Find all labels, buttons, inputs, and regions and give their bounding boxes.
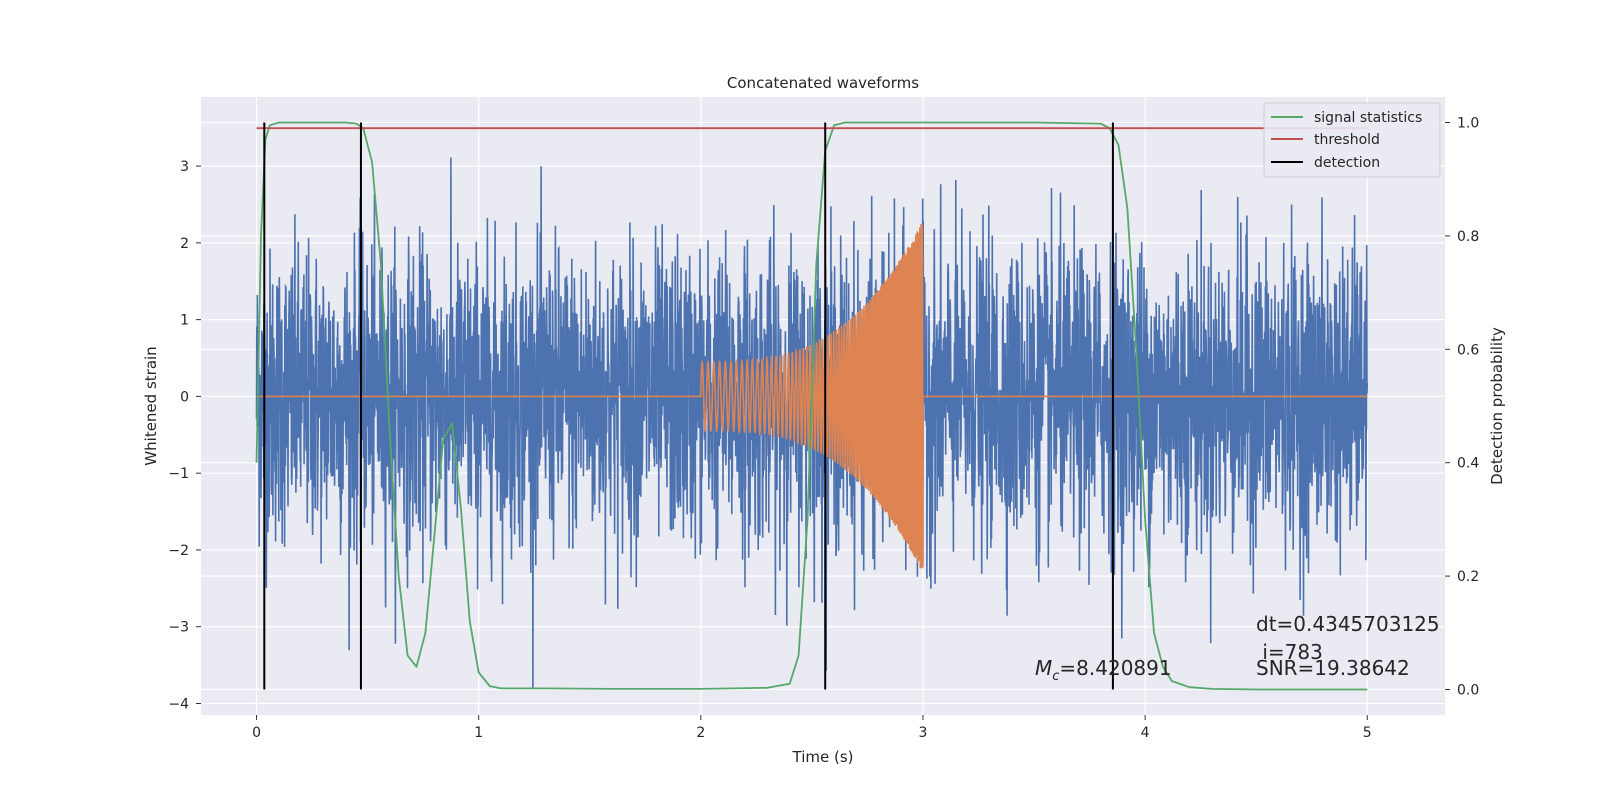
y-tick-label: −2	[168, 543, 189, 559]
annotation-snr: SNR=19.38642	[1256, 656, 1410, 680]
x-tick-label: 2	[696, 725, 705, 741]
y2-tick-label: 0.0	[1457, 682, 1479, 698]
legend-label-threshold: threshold	[1314, 132, 1380, 148]
annotation-i: i=783	[1256, 640, 1323, 664]
legend: signal statistics threshold detection	[1263, 102, 1441, 178]
y-axis-label: Whitened strain	[142, 346, 160, 465]
annotation-mc-subscript: c	[1052, 669, 1059, 684]
annotation-dt: dt=0.4345703125	[1256, 612, 1440, 636]
legend-frame	[1263, 102, 1441, 178]
annotation-mc-value: =8.420891	[1059, 656, 1171, 680]
y-tick-label: 0	[180, 389, 189, 405]
series-layer	[255, 121, 1369, 691]
x-axis-label: Time (s)	[792, 748, 854, 766]
y-tick-label: 2	[180, 236, 189, 252]
legend-label-signal-statistics: signal statistics	[1314, 110, 1422, 126]
y-tick-label: −1	[168, 466, 189, 482]
y2-tick-label: 0.8	[1457, 229, 1479, 245]
y-tick-label: 1	[180, 313, 189, 329]
y2-tick-label: 0.4	[1457, 456, 1479, 472]
y-tick-label: 3	[180, 159, 189, 175]
y-tick-label: −4	[168, 696, 189, 712]
x-tick-label: 0	[252, 725, 261, 741]
chirp-series	[256, 223, 1368, 569]
y2-tick-label: 0.2	[1457, 569, 1479, 585]
ticks: 0 1 2 3 4 5 −4 −3 −2 −1 0 1 2 3 0.0 0.2 0.4 0.6 0.8 1.0	[168, 116, 1479, 741]
annotation-mc-symbol: M	[1035, 656, 1052, 680]
chart-title: Concatenated waveforms	[727, 74, 919, 92]
x-tick-label: 5	[1363, 725, 1372, 741]
y2-axis-label: Detection probability	[1488, 327, 1506, 485]
signal-statistics-line	[255, 121, 1368, 691]
x-tick-label: 1	[474, 725, 483, 741]
y2-tick-label: 1.0	[1457, 116, 1479, 132]
annotations: Mc=8.420891 dt=0.4345703125 i=783 SNR=19…	[1035, 612, 1440, 684]
y-tick-label: −3	[168, 620, 189, 636]
x-tick-label: 3	[919, 725, 928, 741]
y2-tick-label: 0.6	[1457, 342, 1479, 358]
x-tick-label: 4	[1141, 725, 1150, 741]
annotation-mc: Mc=8.420891	[1035, 656, 1172, 684]
legend-label-detection: detection	[1314, 155, 1380, 171]
